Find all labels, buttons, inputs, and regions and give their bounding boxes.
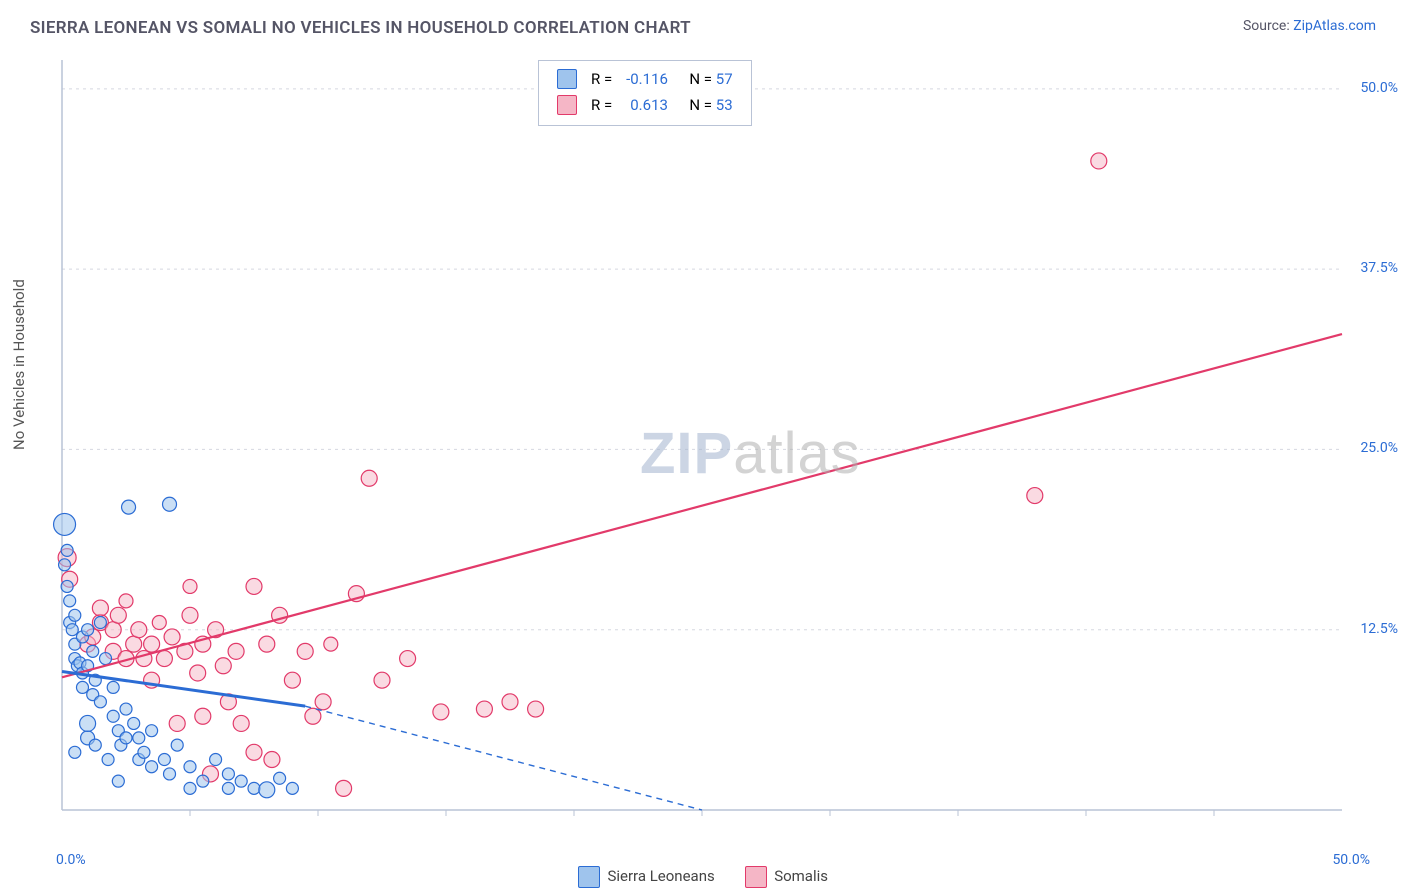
y-tick-37-5: 37.5% bbox=[1360, 260, 1398, 276]
legend-swatch-pink bbox=[557, 95, 577, 115]
scatter-chart bbox=[52, 50, 1372, 840]
legend-n-label: N = bbox=[689, 70, 712, 88]
correlation-legend: R = -0.116 N = 57 R = 0.613 N = 53 bbox=[538, 60, 752, 126]
source-text: Source: ZipAtlas.com bbox=[1243, 18, 1376, 34]
y-axis-label: No Vehicles in Household bbox=[10, 279, 28, 450]
y-tick-12-5: 12.5% bbox=[1360, 621, 1398, 637]
legend-r-blue: -0.116 bbox=[616, 70, 668, 88]
source-link[interactable]: ZipAtlas.com bbox=[1293, 18, 1376, 34]
legend-n-label2: N = bbox=[689, 96, 712, 114]
legend-swatch-blue-icon bbox=[578, 866, 600, 888]
legend-n-pink: 53 bbox=[716, 96, 733, 114]
legend-swatch-blue bbox=[557, 69, 577, 89]
legend-swatch-pink-icon bbox=[745, 866, 767, 888]
legend-item-pink: Somalis bbox=[745, 866, 828, 888]
legend-n-blue: 57 bbox=[716, 70, 733, 88]
legend-r-pink: 0.613 bbox=[616, 96, 668, 114]
source-prefix: Source: bbox=[1243, 18, 1293, 34]
x-tick-50: 50.0% bbox=[1332, 852, 1370, 868]
chart-area bbox=[52, 50, 1372, 840]
y-tick-50: 50.0% bbox=[1360, 80, 1398, 96]
legend-r-label: R = bbox=[591, 70, 612, 88]
legend-r-label2: R = bbox=[591, 96, 612, 114]
legend-item-blue: Sierra Leoneans bbox=[578, 866, 715, 888]
legend-label-blue: Sierra Leoneans bbox=[607, 867, 714, 885]
series-legend: Sierra Leoneans Somalis bbox=[0, 866, 1406, 888]
chart-title: SIERRA LEONEAN VS SOMALI NO VEHICLES IN … bbox=[30, 18, 691, 38]
y-tick-25: 25.0% bbox=[1360, 440, 1398, 456]
legend-label-pink: Somalis bbox=[774, 867, 828, 885]
x-tick-0: 0.0% bbox=[56, 852, 86, 868]
